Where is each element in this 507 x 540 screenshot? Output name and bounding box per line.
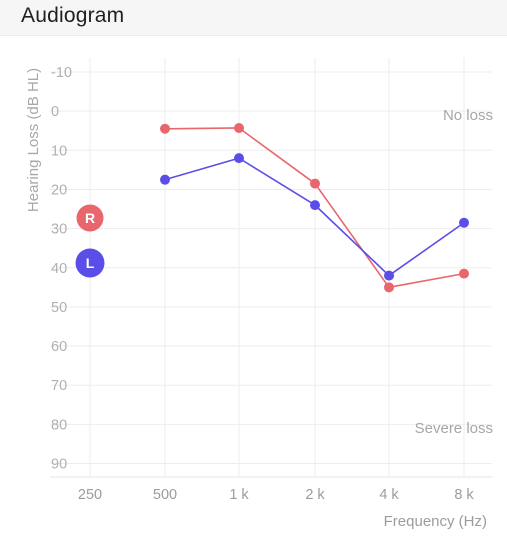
header-bar: Audiogram (0, 0, 507, 36)
data-point-l-8k (459, 217, 469, 228)
y-axis-title: Hearing Loss (dB HL) (25, 68, 42, 212)
y-tick-label: 0 (51, 104, 59, 120)
x-axis-title: Frequency (Hz) (384, 513, 487, 530)
y-tick-label: 90 (51, 457, 67, 473)
x-tick-label: 1 k (229, 487, 249, 503)
annotation-no-loss: No loss (443, 107, 493, 124)
data-point-l-500 (160, 174, 170, 185)
chart-labels: -10 0 10 20 30 40 50 60 70 80 90 250 500 1 k 2 k 4 k 8 k… (25, 65, 493, 530)
series-badge-r (76, 204, 104, 232)
y-tick-label: 30 (51, 222, 67, 238)
y-tick-label: 60 (51, 339, 67, 355)
y-tick-label: -10 (51, 65, 72, 81)
chart-series: RL (75, 122, 469, 293)
y-tick-label: 80 (51, 417, 67, 433)
chart-grid (50, 58, 492, 478)
data-point-r-8k (459, 268, 469, 279)
x-tick-label: 250 (78, 487, 102, 503)
y-tick-label: 70 (51, 378, 67, 394)
data-point-r-2k (310, 178, 320, 189)
annotation-severe-loss: Severe loss (415, 420, 493, 437)
x-tick-label: 8 k (454, 487, 474, 503)
data-point-r-4k (384, 282, 394, 293)
data-point-l-2k (310, 200, 320, 211)
x-tick-label: 2 k (305, 487, 325, 503)
series-badge-label-l: L (86, 255, 95, 271)
y-tick-label: 50 (51, 300, 67, 316)
data-point-l-4k (384, 270, 394, 281)
data-point-l-1k (234, 153, 244, 164)
x-tick-label: 4 k (379, 487, 399, 503)
series-badge-label-r: R (85, 210, 95, 226)
data-point-r-500 (160, 123, 170, 134)
y-tick-label: 10 (51, 143, 67, 159)
series-badge-l (75, 248, 105, 278)
page-title: Audiogram (21, 4, 125, 27)
x-tick-label: 500 (153, 487, 177, 503)
data-point-r-1k (234, 122, 244, 133)
y-tick-label: 40 (51, 261, 67, 277)
y-tick-label: 20 (51, 182, 67, 198)
